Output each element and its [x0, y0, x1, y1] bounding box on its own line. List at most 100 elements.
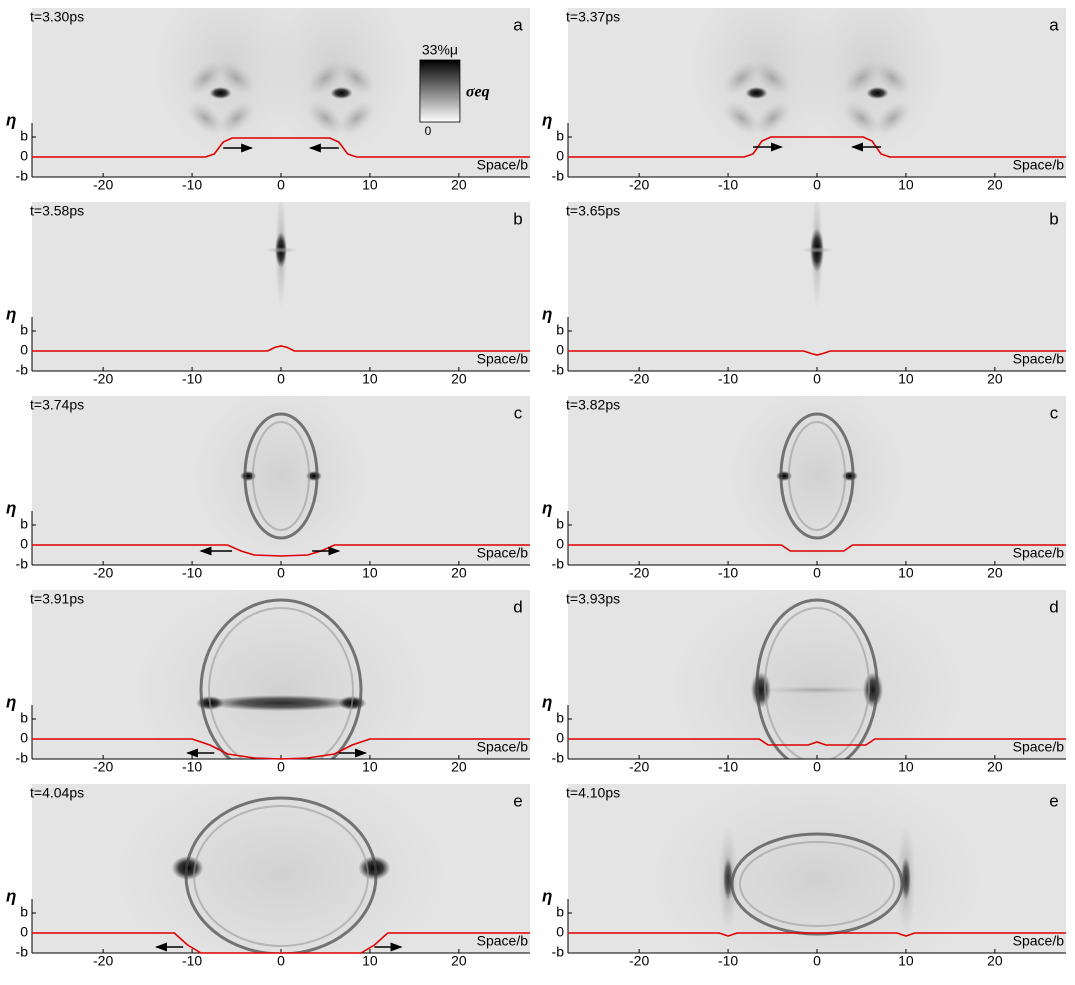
colorbar-min: 0	[425, 124, 432, 138]
panel: -20 -10 0 10 20 b 0 -b η Space/b t=3.74ps c	[6, 396, 530, 581]
y-axis-label: η	[6, 110, 16, 129]
x-tick-label: 20	[451, 953, 467, 969]
time-label: t=3.30ps	[30, 9, 84, 25]
x-tick-label: -10	[718, 953, 738, 969]
stress-blob	[306, 61, 344, 95]
panel: -20 -10 0 10 20 b 0 -b η Space/b t=3.91ps d	[6, 590, 530, 775]
colorbar-max: 33%μ	[422, 42, 458, 58]
panel: -20 -10 0 10 20 b 0 -b η Space/b t=4.10ps e	[542, 784, 1066, 969]
panel-letter: c	[514, 403, 523, 422]
x-tick-label: 10	[362, 759, 378, 775]
x-axis-label: Space/b	[477, 157, 529, 173]
x-axis-label: Space/b	[477, 351, 529, 367]
x-tick-label: 0	[277, 371, 285, 387]
y-axis-label: η	[6, 498, 16, 517]
y-tick-label: b	[556, 516, 564, 532]
x-tick-label: 0	[277, 565, 285, 581]
x-tick-label: 10	[362, 177, 378, 193]
x-tick-label: -20	[93, 953, 113, 969]
y-axis-label: η	[542, 886, 552, 905]
y-tick-label: b	[20, 710, 28, 726]
stress-field	[568, 590, 1066, 759]
y-tick-label: 0	[20, 536, 28, 552]
y-tick-label: -b	[16, 750, 29, 766]
y-tick-label: 0	[20, 730, 28, 746]
stress-blob	[218, 61, 256, 95]
x-tick-label: 20	[987, 177, 1003, 193]
stress-ring	[252, 421, 310, 531]
x-axis-label: Space/b	[1013, 157, 1065, 173]
profile-line	[32, 738, 530, 760]
y-tick-label: b	[556, 128, 564, 144]
x-tick-label: -20	[629, 371, 649, 387]
x-tick-label: 0	[813, 177, 821, 193]
profile-line	[568, 738, 1066, 746]
x-axis-label: Space/b	[1013, 545, 1065, 561]
panel: -20 -10 0 10 20 b 0 -b η Space/b t=3.93ps d	[542, 590, 1066, 775]
x-tick-label: -20	[629, 565, 649, 581]
stress-blob	[863, 672, 884, 708]
x-tick-label: -20	[93, 565, 113, 581]
x-tick-label: -10	[182, 371, 202, 387]
x-tick-label: -20	[93, 177, 113, 193]
x-tick-label: -10	[718, 759, 738, 775]
stress-blob	[874, 61, 912, 95]
x-axis-label: Space/b	[477, 545, 529, 561]
stress-blob	[209, 87, 232, 99]
y-axis-label: η	[542, 498, 552, 517]
y-tick-label: 0	[556, 730, 564, 746]
x-tick-label: 20	[451, 371, 467, 387]
time-label: t=3.65ps	[566, 203, 620, 219]
y-tick-label: 0	[556, 924, 564, 940]
x-tick-label: -20	[93, 371, 113, 387]
panel: -20 -10 0 10 20 b 0 -b η Space/b t=3.82ps c	[542, 396, 1066, 581]
stress-ring	[184, 796, 378, 953]
x-tick-label: 10	[362, 371, 378, 387]
y-tick-label: b	[20, 128, 28, 144]
panel-letter: a	[513, 15, 523, 34]
stress-blob	[900, 857, 911, 901]
stress-blob	[722, 61, 760, 95]
x-tick-label: 10	[898, 177, 914, 193]
x-tick-label: -10	[718, 177, 738, 193]
panel-letter: b	[513, 209, 522, 228]
x-tick-label: 20	[451, 177, 467, 193]
time-label: t=3.74ps	[30, 397, 84, 413]
stress-ring	[208, 607, 354, 759]
panel: -20 -10 0 10 20 b 0 -b η Space/b t=4.04ps e	[6, 784, 530, 969]
panel-letter: b	[1049, 209, 1058, 228]
stress-blob	[218, 101, 256, 135]
panel-letter: d	[1049, 597, 1058, 616]
x-tick-label: -10	[182, 759, 202, 775]
y-tick-label: 0	[556, 148, 564, 164]
time-label: t=4.04ps	[30, 785, 84, 801]
y-tick-label: -b	[16, 168, 29, 184]
panel-letter: c	[1050, 403, 1059, 422]
stress-ring	[788, 421, 846, 531]
y-tick-label: b	[20, 322, 28, 338]
stress-blob	[745, 87, 768, 99]
stress-blob	[727, 396, 907, 565]
x-tick-label: -10	[718, 371, 738, 387]
stress-field	[32, 590, 530, 759]
y-tick-label: -b	[16, 944, 29, 960]
stress-blob	[842, 101, 880, 135]
time-label: t=3.82ps	[566, 397, 620, 413]
stress-blob	[754, 61, 792, 95]
y-axis-label: η	[542, 110, 552, 129]
x-tick-label: 20	[451, 759, 467, 775]
stress-ring	[243, 412, 319, 540]
stress-blob	[647, 784, 987, 953]
profile-line	[568, 350, 1066, 356]
stress-blob	[750, 672, 771, 708]
x-tick-label: 0	[277, 177, 285, 193]
stress-field	[568, 202, 1066, 371]
stress-blob	[338, 101, 376, 135]
y-tick-label: b	[556, 710, 564, 726]
panel-letter: d	[513, 597, 522, 616]
y-tick-label: -b	[552, 168, 565, 184]
stress-blob	[866, 87, 889, 99]
stress-blob	[330, 87, 353, 99]
time-label: t=3.58ps	[30, 203, 84, 219]
y-tick-label: 0	[556, 342, 564, 358]
